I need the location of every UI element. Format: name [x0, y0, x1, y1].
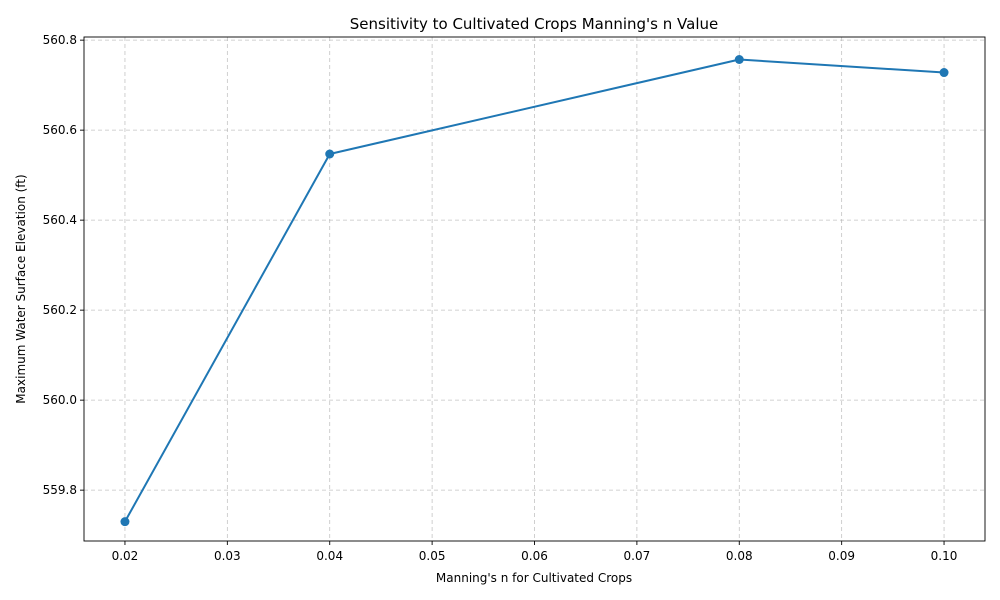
y-axis-ticks: 559.8 560.0 560.2 560.4 560.6 560.8	[43, 33, 84, 497]
y-tick-label: 560.8	[43, 33, 77, 47]
series-line	[124, 58, 945, 523]
x-tick-label: 0.10	[931, 549, 958, 563]
x-tick-label: 0.08	[726, 549, 753, 563]
y-tick-label: 560.2	[43, 303, 77, 317]
data-point	[325, 149, 335, 159]
y-axis-label: Maximum Water Surface Elevation (ft)	[14, 174, 28, 403]
x-tick-label: 0.02	[112, 549, 139, 563]
data-point	[734, 55, 744, 64]
x-tick-label: 0.05	[419, 549, 446, 563]
x-tick-label: 0.06	[521, 549, 548, 563]
y-tick-label: 560.6	[43, 123, 77, 137]
x-tick-label: 0.03	[214, 549, 241, 563]
series-layer	[120, 55, 949, 527]
y-tick-label: 559.8	[43, 483, 77, 497]
y-tick-label: 560.0	[43, 393, 77, 407]
x-axis-ticks: 0.02 0.03 0.04 0.05 0.06 0.07 0.08 0.09 0.10	[112, 541, 958, 563]
grid	[84, 37, 985, 541]
data-point	[939, 68, 949, 78]
x-axis-label: Manning's n for Cultivated Crops	[436, 571, 632, 585]
x-tick-label: 0.09	[828, 549, 855, 563]
x-tick-label: 0.07	[624, 549, 651, 563]
chart-title: Sensitivity to Cultivated Crops Manning'…	[350, 15, 718, 33]
data-point	[120, 517, 130, 527]
y-tick-label: 560.4	[43, 213, 77, 227]
x-tick-label: 0.04	[316, 549, 343, 563]
